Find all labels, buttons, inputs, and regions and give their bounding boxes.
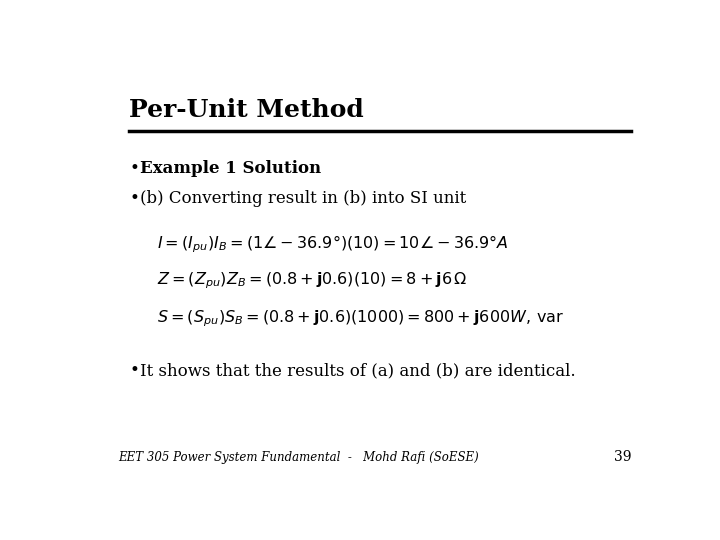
Text: Example 1 Solution: Example 1 Solution xyxy=(140,160,321,178)
Text: $\mathbf{\mathit{I}}=(\mathbf{\mathit{I}}_{pu})\mathbf{\mathit{I}}_{B}=(1\angle-: $\mathbf{\mathit{I}}=(\mathbf{\mathit{I}… xyxy=(157,233,508,255)
Text: 39: 39 xyxy=(613,450,631,464)
Text: It shows that the results of (a) and (b) are identical.: It shows that the results of (a) and (b)… xyxy=(140,362,576,379)
Text: (b) Converting result in (b) into SI unit: (b) Converting result in (b) into SI uni… xyxy=(140,190,467,206)
Text: •: • xyxy=(129,160,139,178)
Text: EET 305 Power System Fundamental  -   Mohd Rafi (SoESE): EET 305 Power System Fundamental - Mohd … xyxy=(118,451,479,464)
Text: •: • xyxy=(129,190,139,206)
Text: $\mathbf{\mathit{Z}}=(\mathbf{\mathit{Z}}_{pu})\mathbf{\mathit{Z}}_{B}=(0.8+\mat: $\mathbf{\mathit{Z}}=(\mathbf{\mathit{Z}… xyxy=(157,271,467,291)
Text: Per-Unit Method: Per-Unit Method xyxy=(129,98,364,122)
Text: $\mathbf{\mathit{S}}=(\mathbf{\mathit{S}}_{pu})\mathbf{\mathit{S}}_{B}=(0.8+\mat: $\mathbf{\mathit{S}}=(\mathbf{\mathit{S}… xyxy=(157,308,564,329)
Text: •: • xyxy=(129,362,139,379)
